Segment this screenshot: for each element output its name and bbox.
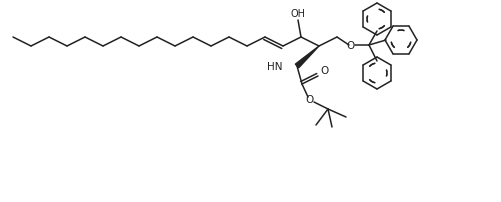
Text: O: O: [320, 66, 328, 76]
Text: O: O: [306, 95, 314, 104]
Text: O: O: [347, 41, 355, 51]
Polygon shape: [295, 47, 319, 68]
Text: HN: HN: [268, 62, 283, 72]
Text: OH: OH: [291, 9, 306, 19]
